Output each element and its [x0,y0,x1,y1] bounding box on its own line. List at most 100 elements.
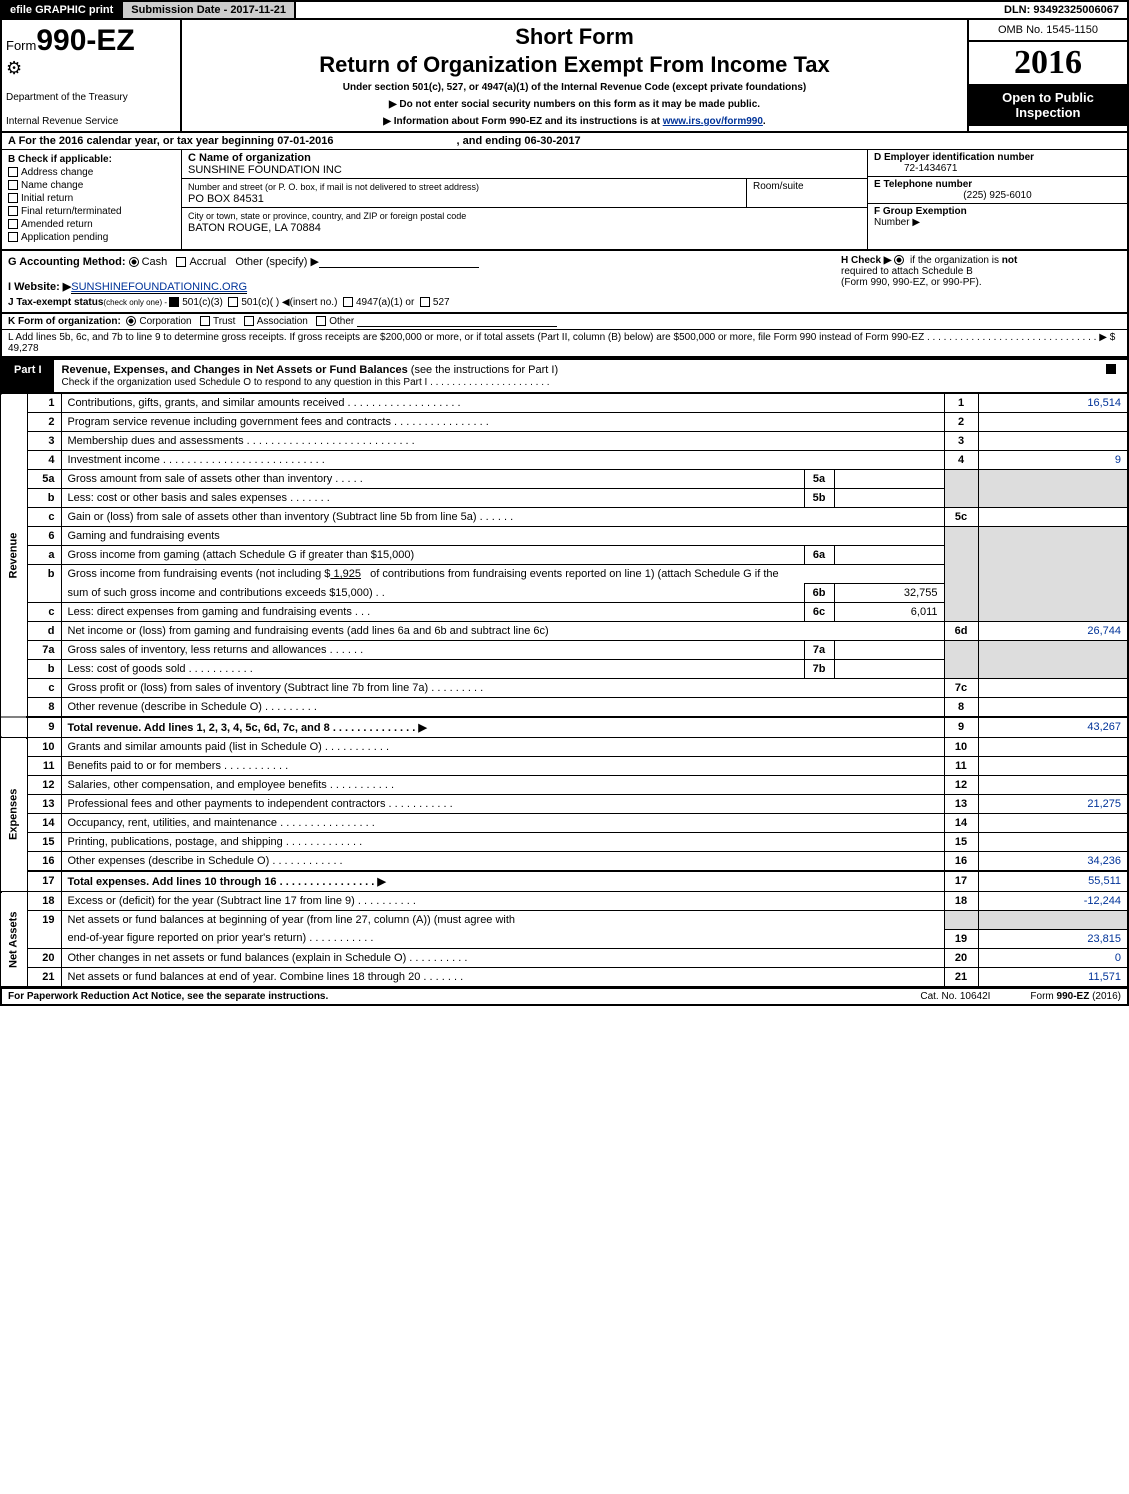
dept-irs: Internal Revenue Service [6,116,176,127]
j-501c[interactable] [228,297,238,307]
ln8-n: 8 [27,698,61,718]
ln6-d: Gaming and fundraising events [61,527,944,546]
part-i-title: Revenue, Expenses, and Changes in Net As… [54,360,1127,392]
ln14-box: 14 [944,814,978,833]
info-pre: ▶ Information about Form 990-EZ and its … [383,116,662,127]
ln13-d: Professional fees and other payments to … [61,795,944,814]
ln1-d: Contributions, gifts, grants, and simila… [61,394,944,413]
ln16-n: 16 [27,852,61,872]
j-label: J Tax-exempt status [8,297,103,308]
radio-accrual[interactable] [176,257,186,267]
ln3-box: 3 [944,432,978,451]
ln16-box: 16 [944,852,978,872]
g-other-input[interactable] [319,267,479,268]
ln5c-amt [978,508,1128,527]
ln12-n: 12 [27,776,61,795]
part-i-tag: Part I [2,360,54,392]
ln9-d: Total revenue. Add lines 1, 2, 3, 4, 5c,… [61,717,944,738]
lines-table: Revenue 1 Contributions, gifts, grants, … [0,393,1129,988]
cb-final-return[interactable]: Final return/terminated [8,206,175,217]
ln15-box: 15 [944,833,978,852]
ln6b-d-bot: sum of such gross income and contributio… [61,584,804,603]
ln4-d: Investment income . . . . . . . . . . . … [61,451,944,470]
ln14-n: 14 [27,814,61,833]
e-phone: E Telephone number (225) 925-6010 [868,177,1127,204]
omb-number: OMB No. 1545-1150 [969,20,1127,42]
k-corp[interactable] [126,316,136,326]
ln21-d: Net assets or fund balances at end of ye… [61,967,944,987]
h-checkbox[interactable] [894,255,904,265]
ln12-d: Salaries, other compensation, and employ… [61,776,944,795]
ln21-box: 21 [944,967,978,987]
ln20-amt: 0 [978,948,1128,967]
form-header: Form990-EZ ⚙ Department of the Treasury … [0,20,1129,133]
j-527[interactable] [420,297,430,307]
open-to-public: Open to Public Inspection [969,84,1127,126]
ln6-shade2 [978,527,1128,622]
short-form-label: Short Form [190,24,959,50]
cb-amended[interactable]: Amended return [8,219,175,230]
j-4947[interactable] [343,297,353,307]
ln6b-n: b [27,565,61,603]
ln11-amt [978,757,1128,776]
efile-print-button[interactable]: efile GRAPHIC print [2,2,121,18]
website-link[interactable]: SUNSHINEFOUNDATIONINC.ORG [71,281,247,294]
ln18-n: 18 [27,892,61,911]
ln6b-fill: 1,925 [330,568,361,580]
ln9-amt: 43,267 [978,717,1128,738]
ln6b-subval: 32,755 [834,584,944,603]
cb-name-change[interactable]: Name change [8,180,175,191]
ln13-box: 13 [944,795,978,814]
line-J: J Tax-exempt status(check only one) - 50… [8,297,1121,308]
k-other[interactable] [316,316,326,326]
ln5a-sub: 5a [804,470,834,489]
schedule-o-checkbox[interactable] [1106,364,1116,374]
k-assoc[interactable] [244,316,254,326]
ln19-n: 19 [27,911,61,949]
k-trust[interactable] [200,316,210,326]
irs-link[interactable]: www.irs.gov/form990 [663,116,763,127]
ln19-d: Net assets or fund balances at beginning… [61,911,944,930]
cat-no: Cat. No. 10642I [920,991,990,1002]
form-ref: Form 990-EZ (2016) [1030,991,1121,1002]
ln5c-box: 5c [944,508,978,527]
ln2-box: 2 [944,413,978,432]
ln15-n: 15 [27,833,61,852]
cb-address-change[interactable]: Address change [8,167,175,178]
cb-application-pending[interactable]: Application pending [8,232,175,243]
ln9-n: 9 [27,717,61,738]
paperwork-notice: For Paperwork Reduction Act Notice, see … [8,991,328,1002]
cb-initial-return[interactable]: Initial return [8,193,175,204]
ln7a-n: 7a [27,641,61,660]
ln19-box: 19 [944,929,978,948]
ln17-d: Total expenses. Add lines 10 through 16 … [61,871,944,892]
ln2-n: 2 [27,413,61,432]
k-label: K Form of organization: [8,316,121,327]
ln2-amt [978,413,1128,432]
ln7c-amt [978,679,1128,698]
ln5a-d: Gross amount from sale of assets other t… [61,470,804,489]
treasury-seal-icon: ⚙ [6,58,176,79]
ln3-n: 3 [27,432,61,451]
k-other-input[interactable] [357,326,557,327]
j-501c3[interactable] [169,297,179,307]
info-post: . [763,116,766,127]
ln4-amt: 9 [978,451,1128,470]
sidebar-revenue: Revenue [1,394,27,718]
line-G: G Accounting Method: Cash Accrual Other … [8,255,841,293]
ln6-n: 6 [27,527,61,546]
right-col: OMB No. 1545-1150 2016 Open to Public In… [967,20,1127,131]
radio-cash[interactable] [129,257,139,267]
e-value: (225) 925-6010 [874,190,1121,201]
c-name-label: C Name of organization [188,152,311,164]
ln5c-n: c [27,508,61,527]
line-K: K Form of organization: Corporation Trus… [0,314,1129,330]
ln18-amt: -12,244 [978,892,1128,911]
c-name-box: C Name of organization SUNSHINE FOUNDATI… [182,150,867,179]
col-B: B Check if applicable: Address change Na… [2,150,182,249]
ln10-n: 10 [27,738,61,757]
ln7c-d: Gross profit or (loss) from sales of inv… [61,679,944,698]
open-line1: Open to Public [971,90,1125,105]
under-section: Under section 501(c), 527, or 4947(a)(1)… [190,82,959,93]
line-A-end: , and ending 06-30-2017 [457,135,581,147]
